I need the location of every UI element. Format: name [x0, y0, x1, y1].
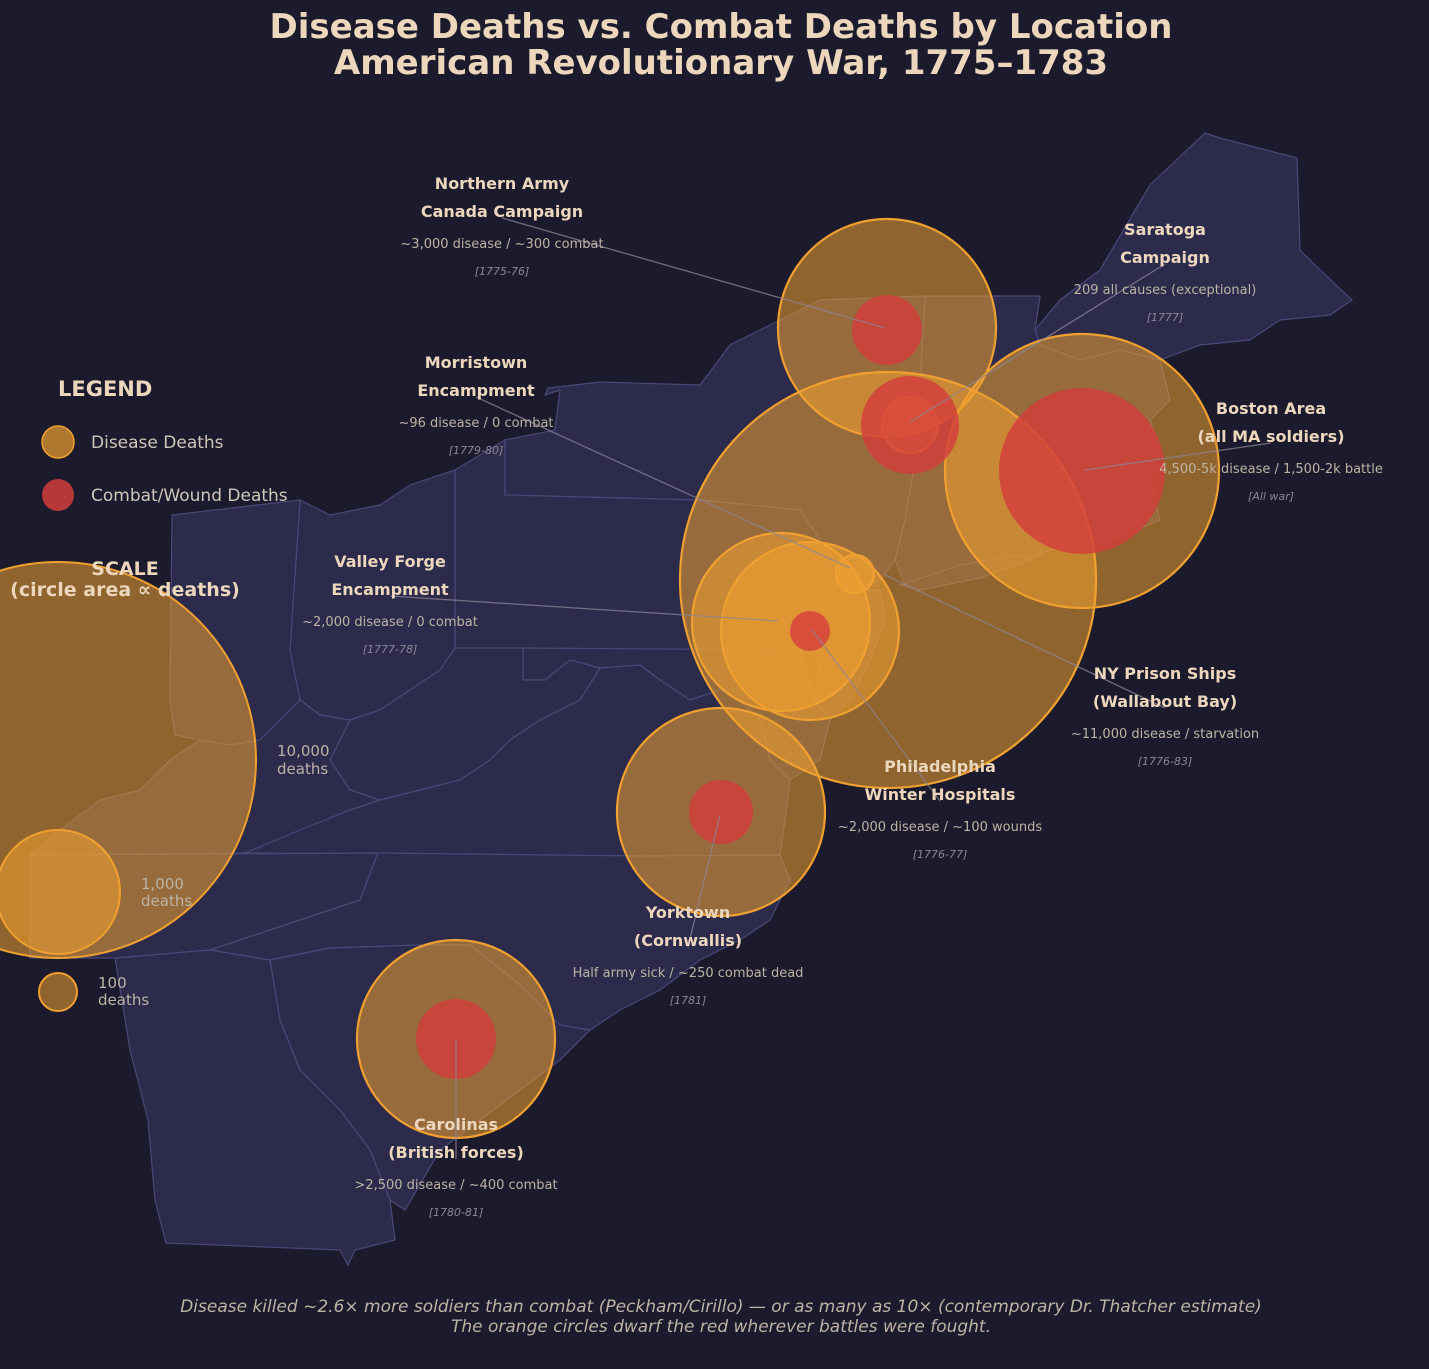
saratoga-label-name: Saratoga — [1124, 220, 1206, 239]
saratoga-combat-bubble — [861, 376, 959, 474]
location-bubbles — [355, 217, 1221, 1140]
yorktown-leader-line — [687, 814, 721, 948]
ny-prison-ships-label-stat: ~11,000 disease / starvation — [1071, 727, 1259, 742]
boston-combat-bubble — [999, 388, 1165, 554]
yorktown-combat-bubble — [689, 780, 753, 844]
ny-prison-ships-label-date: [1776-83] — [1138, 755, 1193, 768]
philadelphia-label-date: [1776-77] — [913, 848, 968, 861]
saratoga-label-stat: 209 all causes (exceptional) — [1074, 283, 1257, 298]
philadelphia-label-name: Philadelphia — [884, 757, 996, 776]
valley-forge-label-stat: ~2,000 disease / 0 combat — [302, 615, 478, 630]
northern-army-leader-line — [501, 217, 886, 329]
morristown-label-sub: Encampment — [417, 381, 535, 400]
philadelphia-label-sub: Winter Hospitals — [865, 785, 1016, 804]
legend-disease-swatch — [41, 425, 75, 459]
chart-title-line2: American Revolutionary War, 1775–1783 — [334, 43, 1108, 83]
scale-title-line1: SCALE — [91, 558, 158, 580]
morristown-label-name: Morristown — [425, 353, 528, 372]
scale-circle-100 — [38, 972, 78, 1012]
scale-label-100-value: 100 — [98, 974, 127, 992]
carolinas-label-sub: (British forces) — [388, 1143, 524, 1162]
northern-army-label-sub: Canada Campaign — [421, 202, 583, 221]
leader-lines — [389, 217, 1272, 1159]
scale-label-10000-value: 10,000 — [277, 742, 330, 760]
scale-legend: SCALE (circle area ∝ deaths) 10,000 deat… — [10, 558, 329, 1009]
yorktown-label-date: [1781] — [670, 994, 707, 1007]
northern-army-combat-bubble — [852, 295, 922, 365]
valley-forge-label-name: Valley Forge — [334, 552, 446, 571]
legend-combat-swatch — [42, 479, 74, 511]
state-maine — [1034, 132, 1353, 361]
ny-prison-ships-leader-line — [884, 574, 1166, 709]
state-georgia — [114, 949, 396, 1267]
scale-label-1000-unit: deaths — [141, 892, 192, 910]
saratoga-leader-line — [909, 263, 1166, 423]
footnote-line2: The orange circles dwarf the red whereve… — [451, 1317, 991, 1337]
yorktown-label-stat: Half army sick / ~250 combat dead — [573, 966, 804, 981]
valley-forge-label-date: [1777-78] — [363, 643, 418, 656]
footnote-line1: Disease killed ~2.6× more soldiers than … — [180, 1297, 1262, 1317]
boston-label-name: Boston Area — [1216, 399, 1326, 418]
philadelphia-leader-line — [811, 629, 941, 802]
northern-army-label-name: Northern Army — [435, 174, 570, 193]
morristown-leader-line — [475, 396, 851, 569]
northern-army-label-date: [1775-76] — [475, 265, 530, 278]
carolinas-label-name: Carolinas — [414, 1115, 498, 1134]
scale-circles — [0, 561, 257, 1012]
location-labels: Northern Army Canada Campaign ~3,000 disea… — [302, 174, 1383, 1219]
valley-forge-leader-line — [389, 595, 779, 622]
legend-title: LEGEND — [58, 377, 152, 401]
scale-label-10000-unit: deaths — [277, 760, 328, 778]
yorktown-label-sub: (Cornwallis) — [634, 931, 742, 950]
scale-label-1000-value: 1,000 — [141, 875, 184, 893]
ny-prison-ships-label-sub: (Wallabout Bay) — [1093, 692, 1237, 711]
legend-combat-label: Combat/Wound Deaths — [91, 486, 288, 506]
chart-title-line1: Disease Deaths vs. Combat Deaths by Loca… — [270, 7, 1173, 47]
philadelphia-label-stat: ~2,000 disease / ~100 wounds — [838, 820, 1042, 835]
morristown-label-date: [1779-80] — [449, 444, 504, 457]
carolinas-combat-bubble — [416, 999, 496, 1079]
valley-forge-label-sub: Encampment — [331, 580, 449, 599]
scale-title-line2: (circle area ∝ deaths) — [10, 579, 240, 601]
saratoga-label-date: [1777] — [1147, 311, 1184, 324]
boston-label-stat: 4,500-5k disease / 1,500-2k battle — [1159, 462, 1383, 477]
scale-label-100-unit: deaths — [98, 991, 149, 1009]
morristown-disease-bubble — [834, 553, 876, 595]
morristown-label-stat: ~96 disease / 0 combat — [398, 416, 553, 431]
boston-label-date: [All war] — [1248, 490, 1294, 503]
legend-disease-label: Disease Deaths — [91, 433, 224, 453]
legend: LEGEND Disease Deaths Combat/Wound Death… — [41, 377, 288, 511]
saratoga-label-sub: Campaign — [1120, 248, 1210, 267]
scale-circle-1000 — [0, 829, 121, 955]
carolinas-label-date: [1780-81] — [429, 1206, 484, 1219]
boston-label-sub: (all MA soldiers) — [1197, 427, 1344, 446]
carolinas-label-stat: >2,500 disease / ~400 combat — [354, 1178, 557, 1193]
yorktown-label-name: Yorktown — [645, 903, 730, 922]
ny-prison-ships-label-name: NY Prison Ships — [1094, 664, 1237, 683]
boston-leader-line — [1084, 442, 1272, 471]
northern-army-label-stat: ~3,000 disease / ~300 combat — [400, 237, 603, 252]
